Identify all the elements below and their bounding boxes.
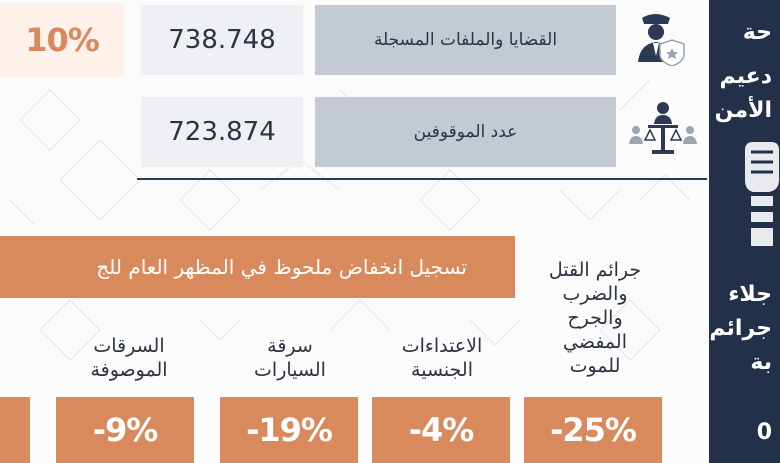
- side-panel-line-2: دعيم: [719, 64, 772, 89]
- category-label-sexual-assault: الاعتداءات الجنسية: [372, 334, 512, 382]
- detainees-value-box: 723.874: [141, 97, 303, 167]
- category-label-line: المفضي: [563, 331, 627, 353]
- side-panel: حة دعيم الأمن جلاء جرائم بة 0: [709, 0, 780, 463]
- category-label-car-theft: سرقة السيارات: [220, 334, 360, 382]
- category-label-line: والضرب: [562, 283, 628, 305]
- category-label-aggravated-theft: السرقات الموصوفة: [56, 334, 202, 382]
- change-value: -9%: [92, 411, 159, 449]
- change-tile-sexual-assault: -4%: [372, 397, 510, 463]
- category-label-murder: جرائم القتل والضرب والجرح المفضي للموت: [520, 258, 670, 378]
- category-label-line: الموصوفة: [90, 359, 168, 381]
- cases-label: القضايا والملفات المسجلة: [373, 30, 558, 50]
- side-panel-line-7: 0: [756, 420, 772, 445]
- top-change-box: 10%: [0, 3, 124, 77]
- change-tile-murder: -25%: [524, 397, 662, 463]
- section-divider: [137, 178, 707, 180]
- cases-label-box: القضايا والملفات المسجلة: [315, 5, 616, 75]
- side-panel-line-3: الأمن: [714, 98, 772, 123]
- category-label-line: الجنسية: [411, 359, 473, 381]
- justice-scales-icon: [629, 102, 697, 154]
- category-label-line: الاعتداءات: [401, 335, 483, 357]
- change-tile-car-theft: -19%: [220, 397, 358, 463]
- side-panel-line-6: بة: [750, 350, 772, 375]
- change-value: -25%: [550, 411, 637, 449]
- headline-banner: تسجيل انخفاض ملحوظ في المظهر العام للج: [0, 236, 515, 298]
- headline-text: تسجيل انخفاض ملحوظ في المظهر العام للج: [96, 255, 467, 279]
- side-panel-line-5: جرائم: [709, 316, 772, 341]
- change-tile-aggravated-theft: -9%: [56, 397, 194, 463]
- detainees-label-box: عدد الموقوفين: [315, 97, 616, 167]
- category-label-line: جرائم القتل: [548, 259, 642, 281]
- category-label-line: سرقة: [267, 335, 313, 357]
- change-value: -4%: [408, 411, 475, 449]
- category-label-line: السيارات: [254, 359, 326, 381]
- police-officer-badge-icon: [638, 14, 685, 66]
- category-label-line: للموت: [569, 355, 621, 377]
- category-label-line: السرقات: [93, 335, 165, 357]
- side-panel-line-4: جلاء: [728, 282, 772, 307]
- cases-value-box: 738.748: [141, 5, 303, 75]
- side-panel-line-1: حة: [742, 20, 772, 45]
- detainees-value: 723.874: [168, 117, 276, 147]
- top-change-value: 10%: [25, 21, 100, 59]
- cases-value: 738.748: [168, 25, 276, 55]
- change-value: -19%: [246, 411, 333, 449]
- category-label-line: والجرح: [567, 307, 623, 329]
- fist-icon: [745, 142, 779, 246]
- detainees-label: عدد الموقوفين: [413, 122, 518, 142]
- change-tile-partial: [0, 397, 30, 463]
